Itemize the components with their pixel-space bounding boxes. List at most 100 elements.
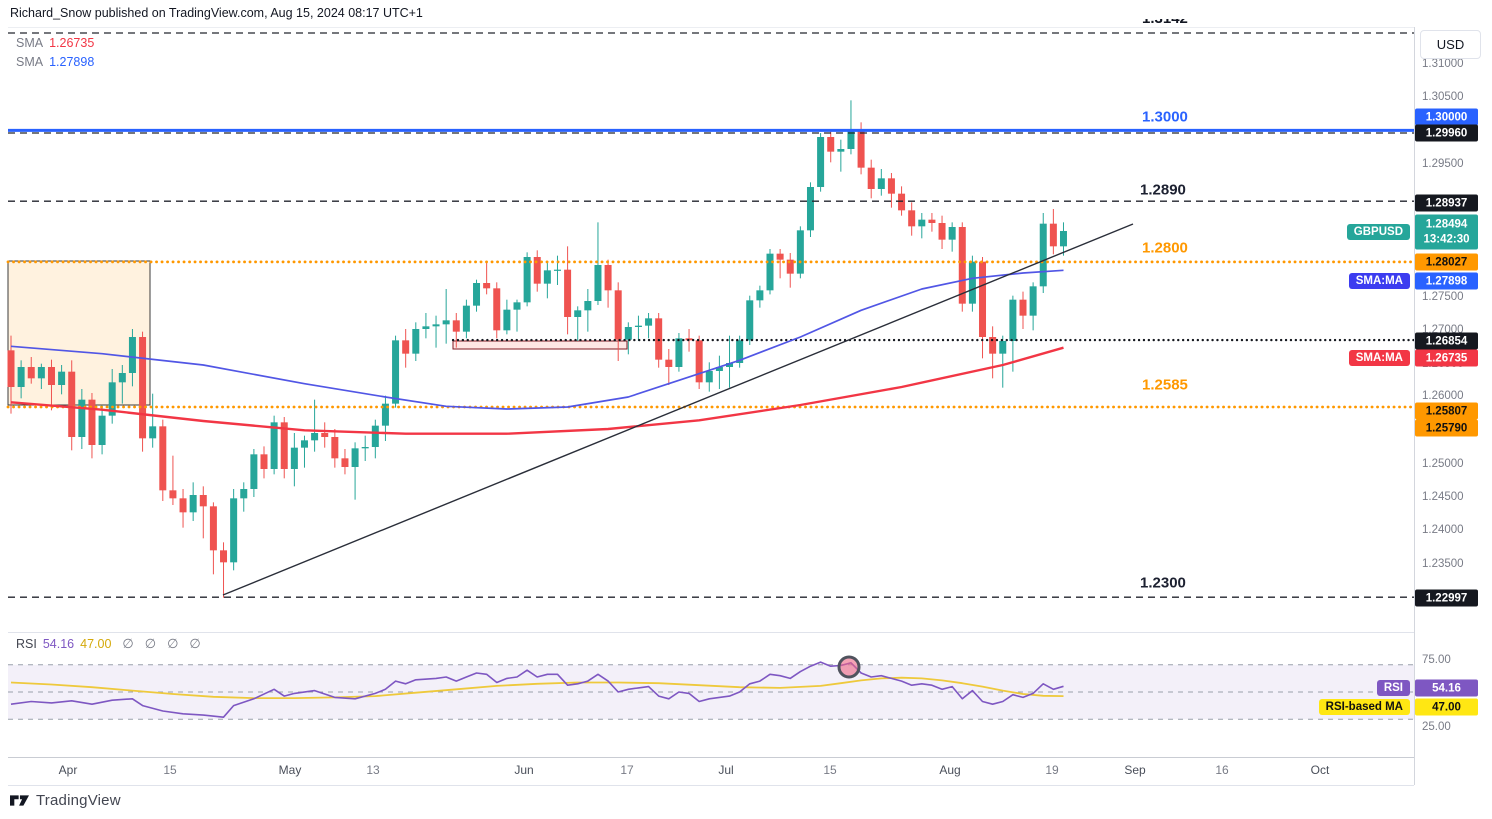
price-label-yellow: 47.00 <box>1415 698 1478 716</box>
candle-body <box>149 426 157 439</box>
candle-body <box>280 422 288 469</box>
price-scale[interactable]: 1.310001.305001.295001.275001.270001.265… <box>1415 27 1492 757</box>
time-axis-bottom-border <box>8 785 1414 786</box>
candle-body <box>392 340 400 404</box>
candle-body <box>887 178 895 194</box>
candle-body <box>968 261 976 304</box>
candle-body <box>918 219 926 227</box>
candle-body <box>483 283 491 289</box>
candle-body <box>199 495 207 507</box>
hidden-input-icon[interactable]: ∅ <box>144 636 157 651</box>
candle-body <box>108 382 116 416</box>
candle-body <box>1049 223 1057 247</box>
candle-body <box>27 367 35 379</box>
candle-body <box>806 187 814 231</box>
price-tick: 25.00 <box>1422 721 1451 733</box>
price-tick: 1.30500 <box>1422 91 1464 103</box>
candle-body <box>1019 299 1027 316</box>
candle-body <box>311 433 319 441</box>
candle-body <box>250 454 258 489</box>
price-tick: 1.24500 <box>1422 491 1464 503</box>
candle-body <box>715 367 723 371</box>
legend-sma-fast-value: 1.27898 <box>49 55 95 69</box>
legend-rsi-hidden-inputs[interactable]: ∅ ∅ ∅ ∅ <box>111 636 201 651</box>
candle-body <box>675 338 683 367</box>
candle-body <box>341 458 349 467</box>
pane-top-border <box>8 27 1414 28</box>
candle-body <box>898 193 906 211</box>
series-badge: SMA:MA <box>1348 350 1410 366</box>
level-caption: 1.3000 <box>1142 108 1188 126</box>
candle-body <box>928 219 936 223</box>
sma-line <box>10 269 1064 410</box>
candle-body <box>169 490 177 499</box>
candle-body <box>37 367 45 379</box>
legend-rsi-value: 54.16 <box>42 637 75 651</box>
time-tick: 15 <box>163 763 177 777</box>
candle-body <box>442 320 450 325</box>
tradingview-watermark[interactable]: TradingView <box>10 792 121 809</box>
candle-body <box>584 301 592 311</box>
candle-body <box>260 454 268 469</box>
trendline <box>222 223 1134 596</box>
candle-body <box>979 261 987 337</box>
candle-body <box>857 130 865 168</box>
candle-body <box>736 340 744 363</box>
candle-body <box>705 371 713 383</box>
candle-body <box>321 433 329 437</box>
time-tick: 17 <box>620 763 634 777</box>
candle-body <box>513 302 521 310</box>
candle-body <box>837 149 845 152</box>
candle-body <box>68 371 76 437</box>
hidden-input-icon[interactable]: ∅ <box>189 636 201 651</box>
hidden-input-icon[interactable]: ∅ <box>122 636 134 651</box>
candle-body <box>796 230 804 274</box>
price-tick: 1.26000 <box>1422 390 1464 402</box>
price-tick: 1.25000 <box>1422 458 1464 470</box>
candle-body <box>574 310 582 317</box>
candle-body <box>159 426 167 491</box>
time-tick: 15 <box>823 763 837 777</box>
legend-sma-slow: SMA 1.26735 <box>16 36 94 50</box>
rsi-series-line <box>10 676 1064 699</box>
pane-separator[interactable] <box>8 632 1414 633</box>
price-label-black: 1.26854 <box>1415 332 1478 350</box>
candle-body <box>776 253 784 260</box>
price-scale-border <box>1414 27 1415 785</box>
published-byline: Richard_Snow published on TradingView.co… <box>10 6 423 20</box>
candle-body <box>98 415 106 445</box>
price-tick: 1.29500 <box>1422 158 1464 170</box>
currency-toggle-button[interactable]: USD <box>1420 30 1481 59</box>
legend-sma-label: SMA <box>16 36 44 50</box>
time-tick: Jul <box>718 763 734 777</box>
price-tick: 75.00 <box>1422 654 1451 666</box>
candle-body <box>908 210 916 227</box>
tradingview-brand-text: TradingView <box>36 792 121 809</box>
price-label-orange: 1.28027 <box>1415 253 1478 271</box>
candle-body <box>412 329 420 354</box>
candle-body <box>948 227 956 240</box>
hidden-input-icon[interactable]: ∅ <box>167 636 179 651</box>
candle-body <box>665 359 673 367</box>
candle-body <box>17 367 25 387</box>
series-badge: SMA:MA <box>1348 273 1410 289</box>
candle-body <box>503 309 511 331</box>
price-label-blue: 1.30000 <box>1415 108 1478 126</box>
candle-body <box>422 326 430 329</box>
level-caption: 1.3142 <box>1142 19 1188 28</box>
price-label-black: 1.22997 <box>1415 589 1478 607</box>
price-tick: 1.24000 <box>1422 524 1464 536</box>
candle-body <box>989 337 997 354</box>
rsi-circle-annotation <box>837 655 861 679</box>
candle-body <box>553 269 561 271</box>
candle-body <box>290 447 298 469</box>
price-label-purple: 54.16 <box>1415 679 1478 697</box>
candle-body <box>1009 299 1017 341</box>
level-caption: 1.2890 <box>1140 181 1186 199</box>
candle-body <box>179 498 187 513</box>
sma-line <box>10 346 1064 435</box>
candle-body <box>1029 286 1037 316</box>
time-axis-top-border <box>8 757 1414 758</box>
price-tick: 1.23500 <box>1422 558 1464 570</box>
